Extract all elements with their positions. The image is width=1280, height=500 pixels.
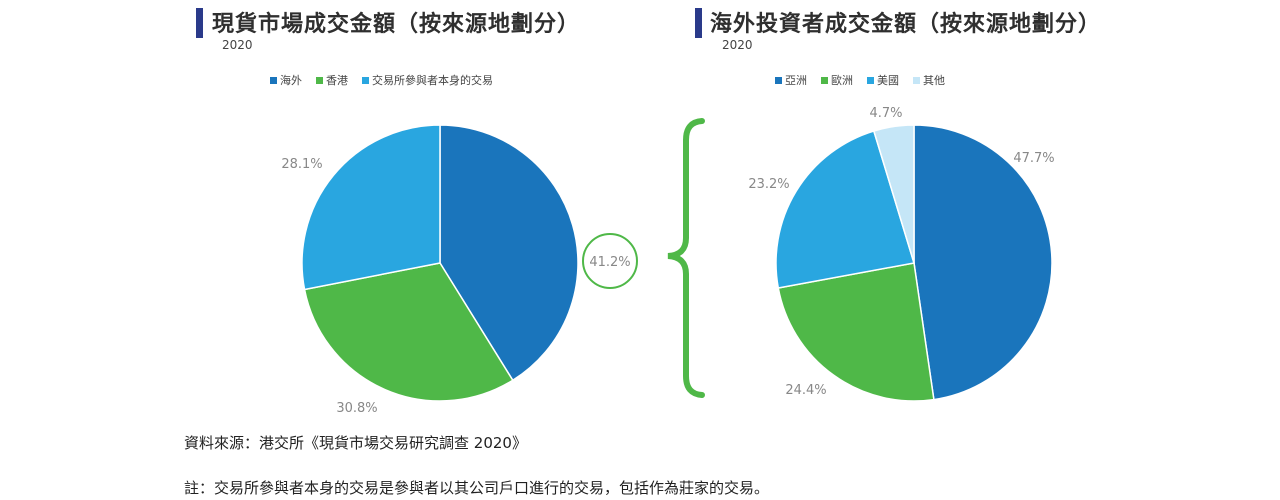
legend-swatch-1-2	[867, 76, 874, 84]
legend-swatch-0-1	[316, 76, 323, 84]
bracket-brace	[667, 118, 705, 398]
pie-label-0-1: 30.8%	[336, 401, 377, 416]
pie-slice-0-0	[439, 124, 579, 382]
legend-swatch-0-0	[270, 76, 277, 84]
pie-slice-1-0	[913, 124, 1053, 401]
legend-label-0-0: 海外	[280, 74, 302, 87]
pie-label-1-3: 4.7%	[869, 106, 902, 121]
pie-slice-1-3	[872, 124, 915, 264]
legend-label-0-1: 香港	[326, 74, 348, 87]
pie-label-1-1: 24.4%	[785, 383, 826, 398]
legend-label-1-3: 其他	[923, 74, 945, 87]
pie-label-0-2: 28.1%	[281, 157, 322, 172]
legend-item-1-0: 亞洲	[775, 72, 807, 88]
legend-swatch-1-1	[821, 76, 828, 84]
source-note: 資料來源：港交所《現貨市場交易研究調查 2020》	[184, 434, 527, 452]
legend-left: 海外 香港 交易所參與者本身的交易	[270, 72, 493, 88]
legend-item-0-2: 交易所參與者本身的交易	[362, 72, 493, 88]
legend-label-1-2: 美國	[877, 74, 899, 87]
chart-subtitle-left: 2020	[222, 38, 253, 52]
legend-right: 亞洲 歐洲 美國 其他	[775, 72, 945, 88]
pie-slice-0-1	[303, 262, 514, 402]
legend-label-0-2: 交易所參與者本身的交易	[372, 74, 493, 87]
pie-charts: 41.2% 30.8% 28.1% 47.7% 24.4% 23.2% 4.7%	[281, 106, 1054, 416]
legend-item-1-1: 歐洲	[821, 72, 853, 88]
chart-title-left: 現貨市場成交金額（按來源地劃分）	[212, 12, 581, 37]
legend-item-1-2: 美國	[867, 72, 899, 88]
title-accent-bar-left	[196, 8, 203, 38]
legend-item-0-0: 海外	[270, 72, 302, 88]
legend-swatch-1-3	[913, 76, 920, 84]
legend-label-1-1: 歐洲	[831, 74, 853, 87]
highlight-circle	[582, 233, 638, 289]
chart-title-right: 海外投資者成交金額（按來源地劃分）	[710, 12, 1102, 37]
pie-label-1-2: 23.2%	[748, 177, 789, 192]
pie-label-0-0: 41.2%	[589, 255, 630, 270]
pie-label-1-0: 47.7%	[1013, 151, 1054, 166]
legend-swatch-0-2	[362, 76, 369, 84]
pie-slice-1-1	[777, 262, 935, 402]
legend-item-1-3: 其他	[913, 72, 945, 88]
pie-slice-0-2	[301, 124, 441, 291]
legend-label-1-0: 亞洲	[785, 74, 807, 87]
pie-slice-1-2	[775, 130, 915, 289]
title-accent-bar-right	[695, 8, 702, 38]
legend-swatch-1-0	[775, 76, 782, 84]
chart-subtitle-right: 2020	[722, 38, 753, 52]
footnote: 註：交易所參與者本身的交易是參與者以其公司戶口進行的交易，包括作為莊家的交易。	[184, 479, 770, 497]
legend-item-0-1: 香港	[316, 72, 348, 88]
